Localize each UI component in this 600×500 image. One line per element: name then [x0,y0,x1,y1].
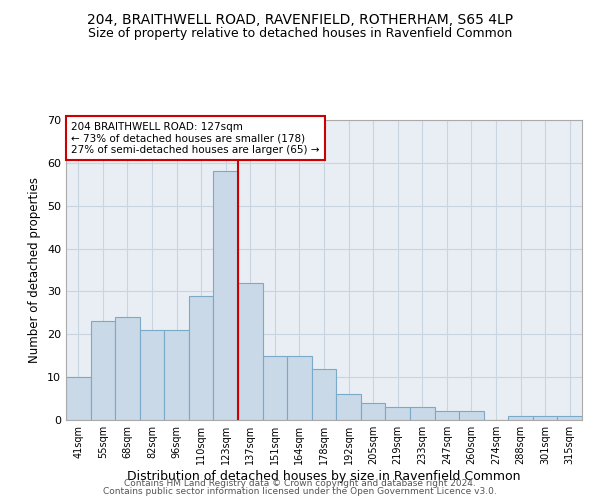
Bar [385,407,410,420]
Bar [312,368,336,420]
Bar [508,416,533,420]
Bar [115,317,140,420]
Bar [238,283,263,420]
Text: Contains public sector information licensed under the Open Government Licence v3: Contains public sector information licen… [103,487,497,496]
Text: 204 BRAITHWELL ROAD: 127sqm
← 73% of detached houses are smaller (178)
27% of se: 204 BRAITHWELL ROAD: 127sqm ← 73% of det… [71,122,320,154]
Bar [140,330,164,420]
Bar [263,356,287,420]
Bar [66,377,91,420]
Text: Contains HM Land Registry data © Crown copyright and database right 2024.: Contains HM Land Registry data © Crown c… [124,478,476,488]
Y-axis label: Number of detached properties: Number of detached properties [28,177,41,363]
Bar [410,407,434,420]
Bar [336,394,361,420]
Bar [361,403,385,420]
Bar [557,416,582,420]
Bar [214,172,238,420]
Text: 204, BRAITHWELL ROAD, RAVENFIELD, ROTHERHAM, S65 4LP: 204, BRAITHWELL ROAD, RAVENFIELD, ROTHER… [87,12,513,26]
Text: Size of property relative to detached houses in Ravenfield Common: Size of property relative to detached ho… [88,28,512,40]
Bar [459,412,484,420]
Bar [434,412,459,420]
Bar [287,356,312,420]
Bar [189,296,214,420]
Bar [164,330,189,420]
Bar [91,322,115,420]
Bar [533,416,557,420]
X-axis label: Distribution of detached houses by size in Ravenfield Common: Distribution of detached houses by size … [127,470,521,483]
